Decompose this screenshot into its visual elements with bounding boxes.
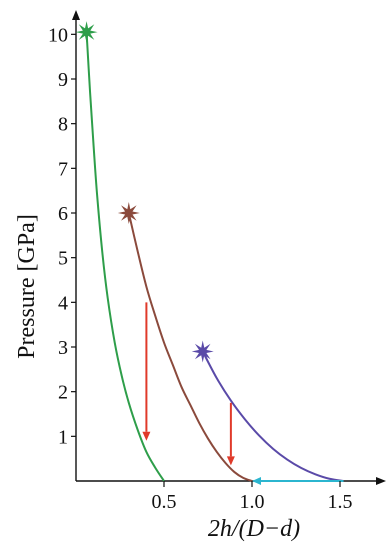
y-tick-label: 5 — [58, 248, 68, 270]
y-axis-label: Pressure [GPa] — [14, 214, 40, 359]
y-tick-label: 2 — [58, 382, 68, 404]
arrow-head-1 — [142, 431, 151, 441]
x-tick-label: 1.5 — [328, 491, 353, 513]
arrow-head-3 — [252, 477, 261, 485]
series-line-2 — [127, 212, 253, 482]
x-axis-label: 2h/(D−d) — [208, 516, 300, 542]
x-tick-label: 1.0 — [240, 491, 265, 513]
axes — [72, 10, 386, 485]
y-tick-label: 6 — [58, 203, 68, 225]
y-tick-label: 3 — [58, 337, 68, 359]
annotation-layer — [142, 302, 344, 485]
y-tick-label: 8 — [58, 114, 68, 136]
series-star-marker-3 — [191, 340, 214, 363]
y-axis-arrowhead — [72, 10, 80, 20]
x-axis-arrowhead — [376, 477, 386, 485]
x-tick-label: 0.5 — [152, 491, 177, 513]
series-line-1 — [85, 32, 165, 482]
y-tick-label: 7 — [58, 158, 68, 180]
series-layer — [75, 21, 344, 482]
y-tick-label: 1 — [58, 426, 68, 448]
ticks-layer: 1 2 3 4 5 6 7 8 9 10 0.5 1.0 1.5 — [48, 24, 353, 513]
series-star-marker-1 — [75, 21, 98, 44]
series-line-3 — [201, 351, 344, 482]
series-star-marker-2 — [117, 202, 140, 224]
y-tick-label: 4 — [58, 292, 68, 314]
y-tick-label: 9 — [58, 69, 68, 91]
y-tick-label: 10 — [48, 24, 68, 46]
arrow-head-2 — [226, 456, 235, 466]
